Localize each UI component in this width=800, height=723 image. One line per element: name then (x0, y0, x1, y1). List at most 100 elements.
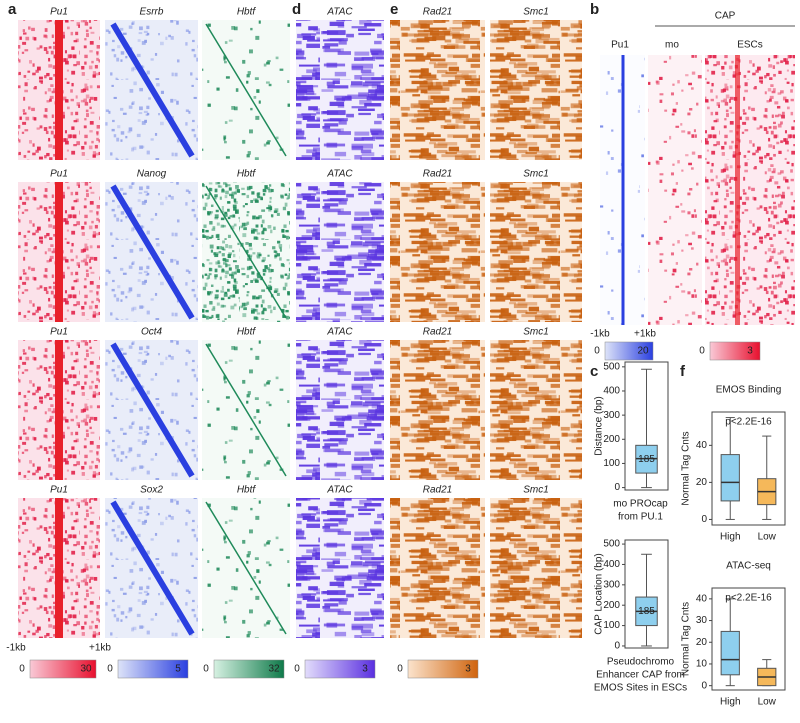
signal-stripe (55, 182, 63, 322)
y-tick-label: 200 (603, 434, 620, 445)
y-tick-label: 300 (603, 579, 620, 590)
label: 30 (80, 664, 92, 675)
label: ESCs (737, 40, 763, 51)
y-tick-label: 20 (696, 477, 708, 488)
colorbar (117, 659, 189, 679)
label: 0 (294, 664, 300, 675)
colorbar (709, 341, 761, 361)
label: EMOS Binding (716, 385, 782, 396)
y-tick-label: 400 (603, 559, 620, 570)
diagonal-signal (110, 342, 195, 478)
heatmap-texture (390, 498, 485, 638)
heatmap-texture (296, 340, 384, 480)
label: mo PROcap (613, 499, 668, 510)
label: 32 (268, 664, 280, 675)
diagonal-signal (110, 500, 195, 636)
label: Rad21 (423, 327, 452, 338)
y-tick-label: 40 (696, 593, 708, 604)
label: CAP (715, 11, 736, 22)
diagonal-signal (205, 185, 287, 319)
y-tick-label: 20 (696, 637, 708, 648)
signal-stripe (735, 55, 740, 325)
panel-label: b (590, 1, 599, 18)
label: Esrrb (140, 7, 164, 18)
y-tick-label: 100 (603, 458, 620, 469)
y-tick-label: 30 (696, 615, 708, 626)
heatmap-texture (296, 498, 384, 638)
label: ATAC (326, 327, 353, 338)
label: -1kb (590, 329, 610, 340)
plot-frame (711, 587, 786, 691)
label: 0 (699, 346, 705, 357)
plot-frame (624, 539, 669, 649)
label: Pu1 (50, 485, 68, 496)
diagonal-signal (110, 184, 195, 320)
heatmap-texture (390, 182, 485, 322)
label: 185 (638, 606, 655, 617)
label: Rad21 (423, 169, 452, 180)
heatmap-texture (490, 182, 582, 322)
label: Hbtf (237, 327, 257, 338)
y-tick-label: 0 (614, 482, 620, 493)
heatmap-texture (296, 182, 384, 322)
colorbar (213, 659, 285, 679)
signal-stripe (55, 20, 63, 160)
colorbar (407, 659, 479, 679)
panel-label: e (390, 1, 398, 18)
heatmap-texture (705, 55, 795, 325)
y-tick-label: 300 (603, 410, 620, 421)
y-tick-label: 200 (603, 600, 620, 611)
panel-label: a (8, 1, 17, 18)
label: Hbtf (237, 169, 257, 180)
heatmap-texture (490, 340, 582, 480)
label: Smc1 (523, 169, 549, 180)
label: 3 (362, 664, 368, 675)
panel-label: d (292, 1, 301, 18)
label: 0 (397, 664, 403, 675)
y-axis-label: Normal Tag Cnts (681, 431, 692, 505)
label: Smc1 (523, 485, 549, 496)
y-axis-label: Distance (bp) (594, 396, 605, 455)
label: 20 (637, 346, 649, 357)
label: Nanog (137, 169, 167, 180)
label: Pu1 (50, 169, 68, 180)
diagonal-signal (205, 343, 287, 477)
label: 3 (465, 664, 471, 675)
label: -1kb (6, 643, 26, 654)
y-axis-label: Normal Tag Cnts (681, 602, 692, 676)
label: Smc1 (523, 327, 549, 338)
y-tick-label: 0 (701, 680, 707, 691)
label: ATAC (326, 485, 353, 496)
plot-frame (711, 411, 786, 526)
label: mo (665, 40, 679, 51)
label: 185 (638, 454, 655, 465)
y-tick-label: 0 (614, 641, 620, 652)
y-tick-label: 400 (603, 386, 620, 397)
label: ATAC-seq (726, 561, 771, 572)
y-axis-label: CAP Location (bp) (594, 553, 605, 635)
y-tick-label: 500 (603, 361, 620, 372)
label: Rad21 (423, 7, 452, 18)
box (720, 454, 740, 502)
label: Pu1 (50, 327, 68, 338)
label: 0 (107, 664, 113, 675)
diagonal-signal (205, 501, 287, 635)
label: Low (758, 697, 777, 708)
colorbar (29, 659, 97, 679)
label: p<2.2E-16 (725, 593, 772, 604)
label: Low (758, 532, 777, 543)
heatmap-texture (490, 20, 582, 160)
heatmap-texture (390, 20, 485, 160)
y-tick-label: 40 (696, 440, 708, 451)
label: Rad21 (423, 485, 452, 496)
heatmap-texture (648, 55, 702, 325)
label: Pu1 (50, 7, 68, 18)
label: Hbtf (237, 7, 257, 18)
colorbar (304, 659, 376, 679)
label: Pseudochromo (607, 657, 675, 668)
label: High (720, 697, 741, 708)
diagonal-signal (110, 22, 195, 158)
plot-frame (624, 361, 669, 491)
label: p<2.2E-16 (725, 417, 772, 428)
